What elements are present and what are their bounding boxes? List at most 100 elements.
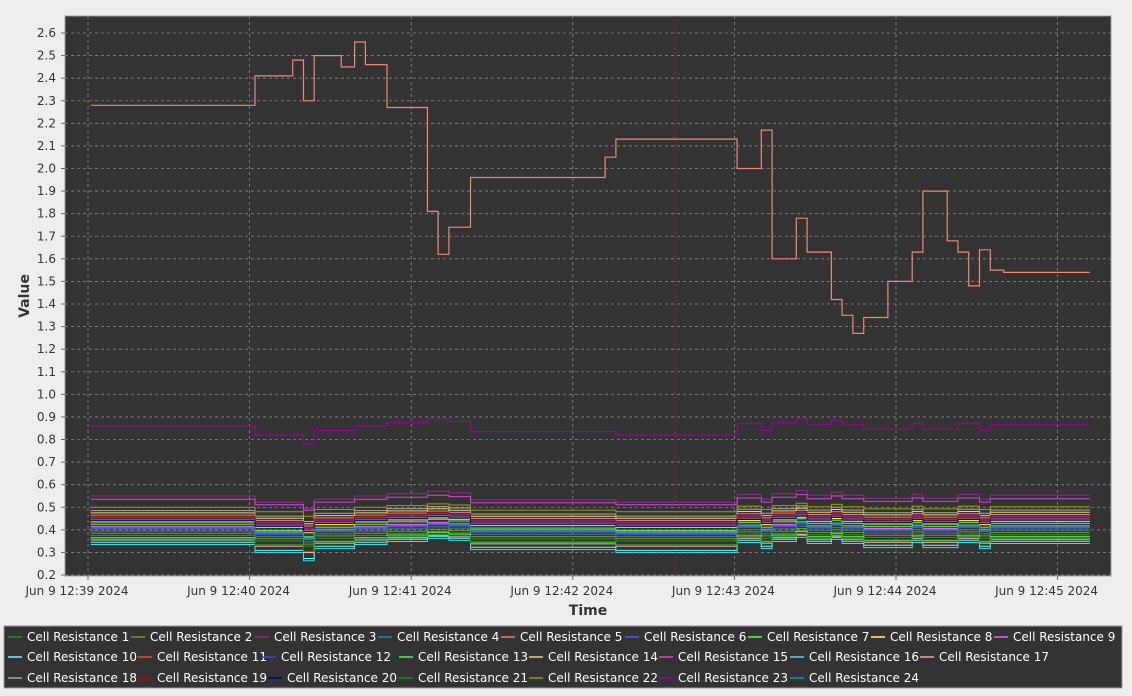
legend-label: Cell Resistance 5 <box>520 630 622 644</box>
legend-label: Cell Resistance 14 <box>548 650 658 664</box>
legend-label: Cell Resistance 21 <box>418 671 528 685</box>
legend-label: Cell Resistance 16 <box>809 650 919 664</box>
x-tick-label: Jun 9 12:40 2024 <box>186 584 290 598</box>
legend-item: Cell Resistance 19 <box>138 671 267 685</box>
x-tick-label: Jun 9 12:45 2024 <box>994 584 1098 598</box>
legend-label: Cell Resistance 10 <box>27 650 137 664</box>
legend-label: Cell Resistance 3 <box>274 630 376 644</box>
legend-item: Cell Resistance 1 <box>8 630 129 644</box>
series-line-highlight <box>90 41 1090 334</box>
legend-item: Cell Resistance 9 <box>994 630 1115 644</box>
y-tick-label: 2.6 <box>37 26 56 40</box>
series-layer <box>90 41 1090 562</box>
series-line <box>90 505 1090 522</box>
legend-item: Cell Resistance 3 <box>255 630 376 644</box>
x-axis-title: Time <box>569 603 607 619</box>
y-tick-label: 1.4 <box>37 297 56 311</box>
legend-item: Cell Resistance 15 <box>659 650 788 664</box>
y-tick-label: 2.2 <box>37 116 56 130</box>
legend-item: Cell Resistance 4 <box>378 630 499 644</box>
legend-item: Cell Resistance 18 <box>8 671 137 685</box>
legend-item: Cell Resistance 2 <box>131 630 252 644</box>
legend-label: Cell Resistance 13 <box>418 650 528 664</box>
y-tick-label: 2.3 <box>37 94 56 108</box>
y-tick-label: 0.6 <box>37 478 56 492</box>
series-line <box>90 532 1090 552</box>
legend-label: Cell Resistance 22 <box>548 671 658 685</box>
y-tick-label: 0.7 <box>37 455 56 469</box>
y-tick-label: 2.5 <box>37 49 56 63</box>
legend-label: Cell Resistance 20 <box>287 671 397 685</box>
plot-background <box>64 15 1112 577</box>
y-tick-label: 0.3 <box>37 545 56 559</box>
series-line <box>90 525 1090 543</box>
series-line <box>90 494 1090 511</box>
legend-box <box>3 625 1123 689</box>
y-tick-label: 1.8 <box>37 207 56 221</box>
y-tick-label: 1.6 <box>37 252 56 266</box>
y-tick-label: 1.7 <box>37 229 56 243</box>
y-tick-label: 1.1 <box>37 365 56 379</box>
legend-label: Cell Resistance 23 <box>678 671 788 685</box>
legend-item: Cell Resistance 13 <box>399 650 528 664</box>
legend-label: Cell Resistance 9 <box>1013 630 1115 644</box>
y-tick-label: 0.4 <box>37 523 56 537</box>
y-tick-label: 1.3 <box>37 320 56 334</box>
x-tick-label: Jun 9 12:44 2024 <box>833 584 937 598</box>
legend-label: Cell Resistance 17 <box>939 650 1049 664</box>
y-tick-label: 1.2 <box>37 342 56 356</box>
grid-lines <box>65 16 1111 576</box>
series-line <box>90 417 1090 445</box>
y-tick-label: 1.0 <box>37 387 56 401</box>
y-tick-label: 0.2 <box>37 568 56 582</box>
x-tick-label: Jun 9 12:42 2024 <box>509 584 613 598</box>
y-tick-label: 2.0 <box>37 162 56 176</box>
legend-label: Cell Resistance 2 <box>150 630 252 644</box>
legend-item: Cell Resistance 23 <box>659 671 788 685</box>
legend-label: Cell Resistance 8 <box>890 630 992 644</box>
legend-item: Cell Resistance 16 <box>790 650 919 664</box>
legend-label: Cell Resistance 1 <box>27 630 129 644</box>
y-tick-label: 0.5 <box>37 500 56 514</box>
legend-item: Cell Resistance 12 <box>262 650 391 664</box>
x-tick-label: Jun 9 12:41 2024 <box>348 584 452 598</box>
y-tick-label: 1.9 <box>37 184 56 198</box>
legend-label: Cell Resistance 19 <box>157 671 267 685</box>
x-tick-label: Jun 9 12:43 2024 <box>671 584 775 598</box>
legend: Cell Resistance 1 Cell Resistance 2 Cell R… <box>8 630 1115 685</box>
y-tick-label: 1.5 <box>37 274 56 288</box>
legend-item: Cell Resistance 17 <box>920 650 1049 664</box>
legend-label: Cell Resistance 11 <box>157 650 267 664</box>
y-tick-label: 0.8 <box>37 433 56 447</box>
legend-label: Cell Resistance 12 <box>281 650 391 664</box>
legend-label: Cell Resistance 18 <box>27 671 137 685</box>
legend-item: Cell Resistance 7 <box>748 630 869 644</box>
series-line <box>90 522 1090 539</box>
legend-item: Cell Resistance 21 <box>399 671 528 685</box>
series-line <box>90 528 1090 545</box>
y-tick-label: 2.4 <box>37 71 56 85</box>
y-tick-label: 0.9 <box>37 410 56 424</box>
series-line <box>90 511 1090 528</box>
legend-item: Cell Resistance 11 <box>138 650 267 664</box>
legend-label: Cell Resistance 4 <box>397 630 499 644</box>
legend-item: Cell Resistance 5 <box>501 630 622 644</box>
legend-item: Cell Resistance 22 <box>529 671 658 685</box>
series-line <box>90 489 1090 510</box>
y-axis-title: Value <box>17 274 33 318</box>
legend-item: Cell Resistance 24 <box>790 671 919 685</box>
legend-item: Cell Resistance 20 <box>268 671 397 685</box>
legend-item: Cell Resistance 6 <box>625 630 746 644</box>
legend-label: Cell Resistance 15 <box>678 650 788 664</box>
legend-label: Cell Resistance 24 <box>809 671 919 685</box>
series-line <box>90 502 1090 517</box>
series-line <box>90 515 1090 533</box>
legend-label: Cell Resistance 7 <box>767 630 869 644</box>
legend-item: Cell Resistance 14 <box>529 650 658 664</box>
x-tick-label: Jun 9 12:39 2024 <box>25 584 129 598</box>
axes: 0.2 0.3 0.4 0.5 0.6 0.7 0.8 0.9 1.0 1.1 1.2 1.3 1.4 1… <box>25 26 1099 598</box>
legend-item: Cell Resistance 8 <box>871 630 992 644</box>
series-line <box>90 536 1090 562</box>
series-line <box>90 518 1090 538</box>
